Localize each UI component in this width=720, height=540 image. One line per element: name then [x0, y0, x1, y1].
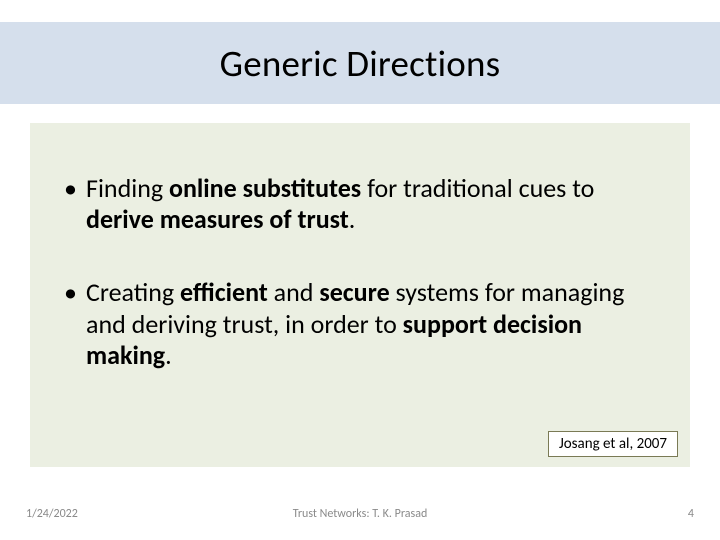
footer-date: 1/24/2022	[26, 507, 78, 521]
slide: Generic Directions • Finding online subs…	[0, 0, 720, 540]
footer-center: Trust Networks: T. K. Prasad	[293, 507, 428, 521]
footer-page-number: 4	[688, 507, 694, 521]
slide-title: Generic Directions	[220, 41, 501, 86]
title-band: Generic Directions	[0, 22, 720, 104]
citation-box: Josang et al, 2007	[548, 431, 678, 457]
bullet-text: Creating efficient and secure systems fo…	[86, 277, 660, 371]
list-item: • Finding online substitutes for traditi…	[60, 173, 660, 235]
body-region: • Finding online substitutes for traditi…	[30, 123, 690, 467]
slide-footer: 1/24/2022 Trust Networks: T. K. Prasad 4	[0, 504, 720, 524]
bullet-text: Finding online substitutes for tradition…	[86, 173, 660, 235]
bullet-icon: •	[60, 277, 86, 308]
bullet-icon: •	[60, 173, 86, 204]
bullet-list: • Finding online substitutes for traditi…	[30, 123, 690, 371]
list-item: • Creating efficient and secure systems …	[60, 277, 660, 371]
